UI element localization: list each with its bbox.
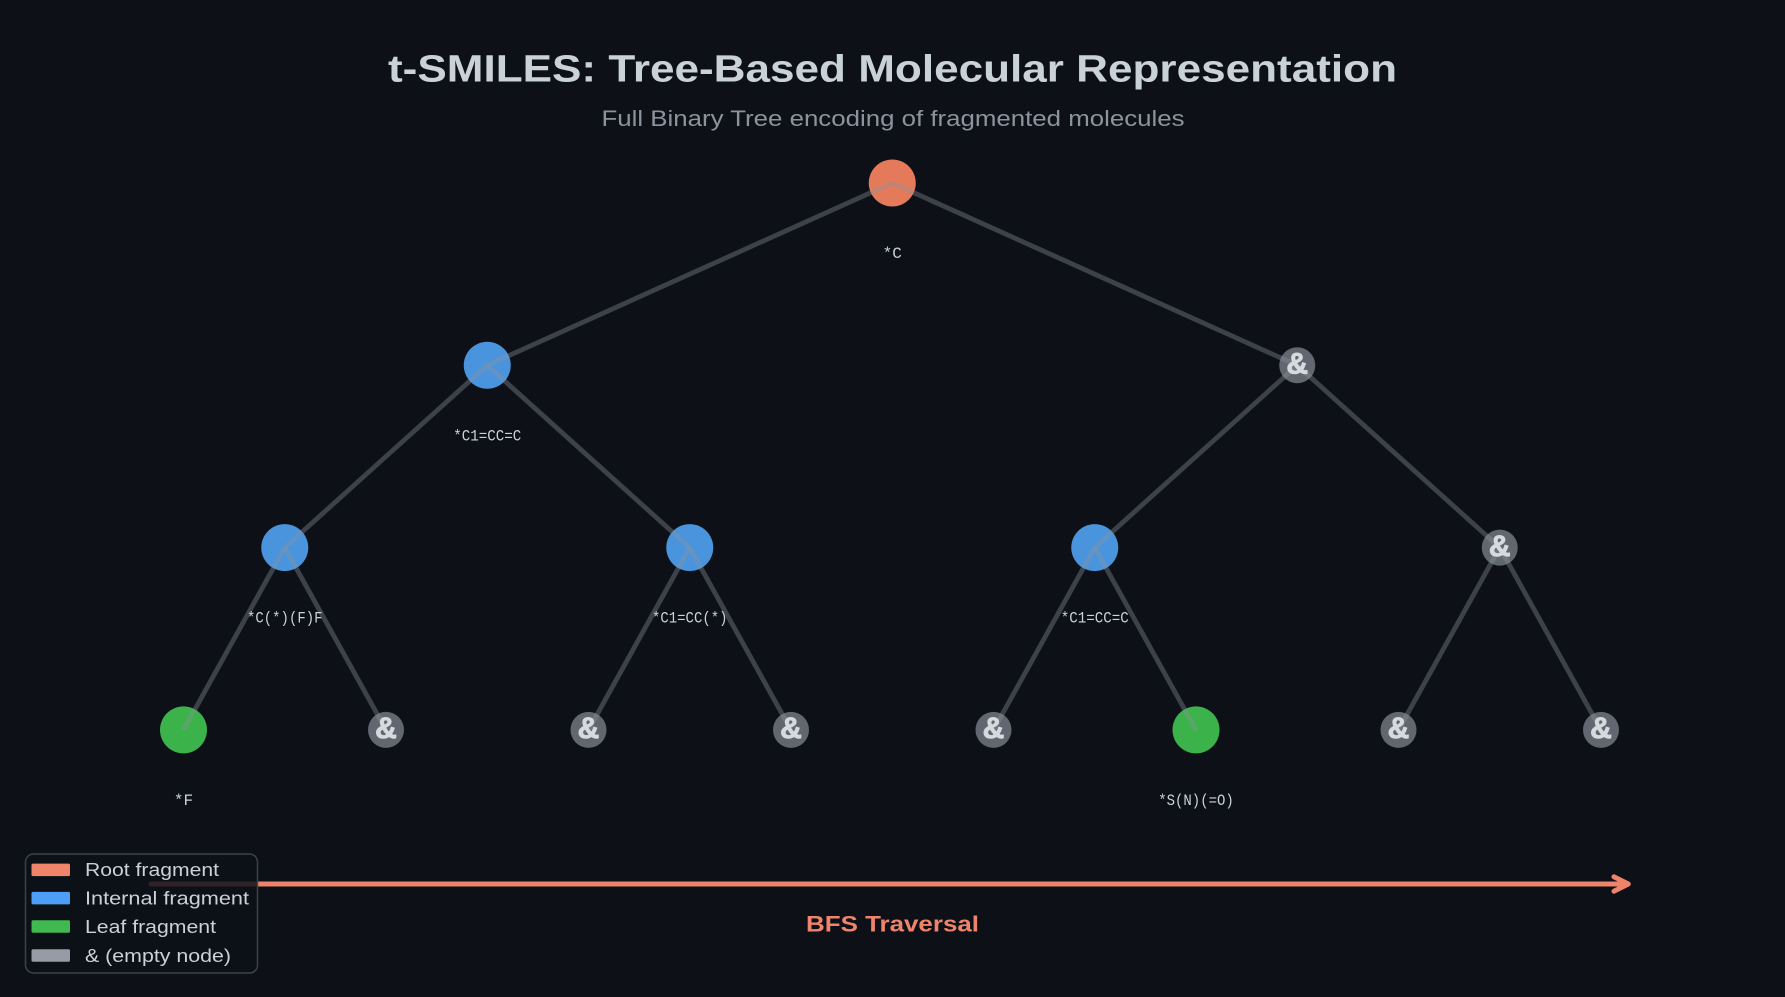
svg-text:&: & (1286, 348, 1308, 381)
svg-text:*F: *F (174, 792, 193, 810)
svg-text:*S(N)(=O): *S(N)(=O) (1158, 792, 1234, 810)
svg-text:*C1=CC=C: *C1=CC=C (1061, 610, 1129, 628)
svg-text:Leaf fragment: Leaf fragment (85, 917, 216, 937)
svg-text:t-SMILES: Tree-Based Molecular: t-SMILES: Tree-Based Molecular Represent… (388, 49, 1397, 91)
svg-text:*C1=CC(*): *C1=CC(*) (652, 610, 728, 628)
svg-text:&: & (375, 712, 397, 745)
svg-text:& (empty node): & (empty node) (85, 946, 231, 966)
svg-text:*C1=CC=C: *C1=CC=C (453, 427, 521, 445)
svg-text:&: & (1489, 530, 1511, 563)
svg-text:&: & (578, 712, 600, 745)
svg-text:Full Binary Tree encoding of f: Full Binary Tree encoding of fragmented … (602, 106, 1185, 131)
svg-text:Internal fragment: Internal fragment (85, 889, 249, 909)
svg-text:Root fragment: Root fragment (85, 860, 219, 880)
svg-text:*C(*)(F)F: *C(*)(F)F (247, 610, 323, 628)
svg-text:&: & (983, 712, 1005, 745)
svg-text:&: & (1590, 712, 1612, 745)
svg-text:*C: *C (883, 245, 902, 263)
svg-text:BFS Traversal: BFS Traversal (806, 912, 979, 937)
svg-text:&: & (780, 712, 802, 745)
svg-text:&: & (1388, 712, 1410, 745)
